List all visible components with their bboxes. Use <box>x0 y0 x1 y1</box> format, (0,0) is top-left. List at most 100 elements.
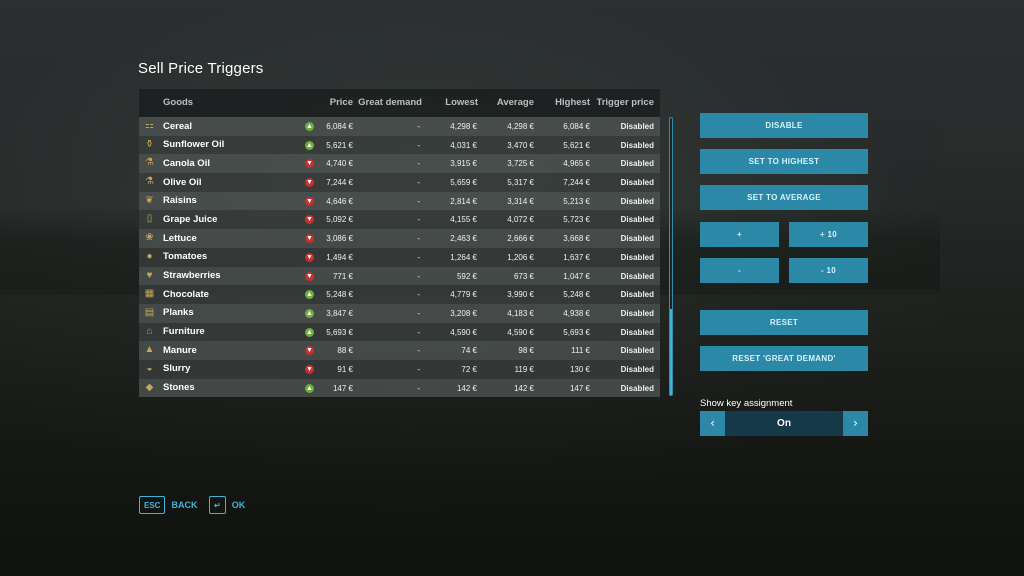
trigger-price-cell: Disabled <box>620 364 654 374</box>
highest-cell: 4,938 € <box>563 308 590 318</box>
table-row[interactable]: ❦ Raisins ▼ 4,646 € - 2,814 € 3,314 € 5,213 € Di… <box>139 191 660 211</box>
furniture-icon: ⌂ <box>146 325 153 337</box>
table-row[interactable]: ▯ Grape Juice ▼ 5,092 € - 4,155 € 4,072 € 5,723… <box>139 210 660 230</box>
trend-up-icon: ▲ <box>305 383 314 393</box>
col-price: Price <box>329 97 353 108</box>
chocolate-icon: ▦ <box>144 288 155 300</box>
trigger-price-cell: Disabled <box>620 346 654 356</box>
raisins-icon: ❦ <box>145 194 154 206</box>
table-row[interactable]: ▲ Manure ▼ 88 € - 74 € 98 € 111 € Disabled <box>139 341 660 360</box>
trigger-price-cell: Disabled <box>620 308 654 318</box>
table-row[interactable]: ⚏ Cereal ▲ 6,084 € - 4,298 € 4,298 € 6,084 € Dis… <box>139 117 660 136</box>
great-demand-cell: - <box>417 346 420 356</box>
trigger-price-cell: Disabled <box>620 252 654 262</box>
goods-name: Slurry <box>163 363 191 375</box>
trigger-price-cell: Disabled <box>620 122 654 131</box>
lettuce-icon: ❀ <box>145 232 154 244</box>
lowest-cell: 4,031 € <box>450 140 477 150</box>
page-title: Sell Price Triggers <box>138 60 264 77</box>
canola-oil-icon: ⚗ <box>145 157 154 169</box>
great-demand-cell: - <box>417 215 420 225</box>
goods-name: Furniture <box>163 326 205 338</box>
trend-down-icon: ▼ <box>305 196 314 206</box>
lowest-cell: 4,155 € <box>450 215 477 225</box>
lowest-cell: 4,590 € <box>450 327 477 337</box>
great-demand-cell: - <box>417 327 420 337</box>
table-row[interactable]: ◒ Slurry ▼ 91 € - 72 € 119 € 130 € Disabled <box>139 359 660 379</box>
set-to-highest-button[interactable]: SET TO HIGHEST <box>700 149 868 174</box>
highest-cell: 5,248 € <box>563 290 590 300</box>
table-row[interactable]: ▤ Planks ▲ 3,847 € - 3,208 € 4,183 € 4,938 € Dis… <box>139 303 660 323</box>
col-highest: Highest <box>555 97 590 108</box>
table-row[interactable]: ⚗ Canola Oil ▼ 4,740 € - 3,915 € 3,725 € 4,965 … <box>139 154 660 174</box>
great-demand-cell: - <box>417 178 420 188</box>
average-cell: 4,072 € <box>507 215 534 225</box>
ok-label: OK <box>231 500 246 510</box>
trend-down-icon: ▼ <box>305 346 314 356</box>
col-great-demand: Great demand <box>358 97 422 108</box>
great-demand-cell: - <box>417 140 420 150</box>
minus-button[interactable]: - <box>700 258 779 283</box>
average-cell: 3,314 € <box>507 196 534 206</box>
trigger-price-cell: Disabled <box>620 383 654 393</box>
goods-name: Strawberries <box>163 270 221 281</box>
price-cell: 5,248 € <box>326 290 353 300</box>
goods-name: Raisins <box>163 195 197 207</box>
table-row[interactable]: ◆ Stones ▲ 147 € - 142 € 142 € 147 € Disabled <box>139 378 660 398</box>
lowest-cell: 3,915 € <box>450 159 477 169</box>
highest-cell: 130 € <box>569 364 590 374</box>
lowest-cell: 142 € <box>456 383 477 393</box>
table-row[interactable]: ⚱ Sunflower Oil ▲ 5,621 € - 4,031 € 3,470 € 5,6… <box>139 135 660 155</box>
highest-cell: 5,213 € <box>563 196 590 206</box>
back-button[interactable]: ESC BACK <box>139 495 197 515</box>
highest-cell: 5,621 € <box>563 140 590 150</box>
trigger-price-cell: Disabled <box>620 196 654 206</box>
trigger-price-cell: Disabled <box>620 178 654 188</box>
trend-up-icon: ▲ <box>305 140 314 150</box>
slurry-icon: ◒ <box>146 362 153 374</box>
plus-ten-button[interactable]: + 10 <box>789 222 868 247</box>
average-cell: 98 € <box>518 346 534 356</box>
table-row[interactable]: ♥ Strawberries ▼ 771 € - 592 € 673 € 1,047 € Dis… <box>139 266 660 286</box>
table-scrollbar[interactable] <box>669 117 673 396</box>
goods-name: Tomatoes <box>163 251 208 263</box>
reset-button[interactable]: RESET <box>700 310 868 335</box>
price-table: Goods Price Great demand Lowest Average … <box>139 89 660 398</box>
highest-cell: 147 € <box>569 383 590 393</box>
ok-button[interactable]: ↵ OK <box>209 495 245 515</box>
goods-name: Sunflower Oil <box>163 139 225 151</box>
great-demand-cell: - <box>417 383 420 393</box>
set-to-average-button[interactable]: SET TO AVERAGE <box>700 185 868 210</box>
chevron-right-icon[interactable]: › <box>843 411 868 436</box>
trend-down-icon: ▼ <box>305 364 314 374</box>
table-row[interactable]: ▦ Chocolate ▲ 5,248 € - 4,779 € 3,990 € 5,248 €… <box>139 285 660 304</box>
disable-button[interactable]: DISABLE <box>700 113 868 138</box>
table-row[interactable]: ● Tomatoes ▼ 1,494 € - 1,264 € 1,206 € 1,637 € D… <box>139 247 660 267</box>
chevron-left-icon[interactable]: ‹ <box>700 411 725 436</box>
price-cell: 4,740 € <box>326 159 353 169</box>
minus-ten-button[interactable]: - 10 <box>789 258 868 283</box>
sunflower-oil-icon: ⚱ <box>145 138 154 150</box>
plus-button[interactable]: + <box>700 222 779 247</box>
col-average: Average <box>496 97 534 108</box>
scrollbar-thumb[interactable] <box>670 309 672 395</box>
price-cell: 3,086 € <box>326 234 353 244</box>
table-row[interactable]: ❀ Lettuce ▼ 3,086 € - 2,463 € 2,666 € 3,668 € Di… <box>139 229 660 248</box>
table-row[interactable]: ⚗ Olive Oil ▼ 7,244 € - 5,659 € 5,317 € 7,244 €… <box>139 173 660 192</box>
trend-up-icon: ▲ <box>305 290 314 300</box>
great-demand-cell: - <box>417 196 420 206</box>
great-demand-cell: - <box>417 290 420 300</box>
goods-name: Olive Oil <box>163 176 202 188</box>
esc-key-icon: ESC <box>139 496 166 514</box>
reset-great-demand-button[interactable]: RESET 'GREAT DEMAND' <box>700 346 868 371</box>
highest-cell: 5,693 € <box>563 327 590 337</box>
lowest-cell: 72 € <box>461 364 477 374</box>
table-row[interactable]: ⌂ Furniture ▲ 5,693 € - 4,590 € 4,590 € 5,693 €… <box>139 322 660 342</box>
price-cell: 5,092 € <box>326 215 353 225</box>
key-assignment-value: On <box>725 411 843 436</box>
highest-cell: 1,047 € <box>563 271 590 281</box>
cereal-icon: ⚏ <box>145 120 154 131</box>
lowest-cell: 2,814 € <box>450 196 477 206</box>
average-cell: 1,206 € <box>507 252 534 262</box>
highest-cell: 1,637 € <box>563 252 590 262</box>
